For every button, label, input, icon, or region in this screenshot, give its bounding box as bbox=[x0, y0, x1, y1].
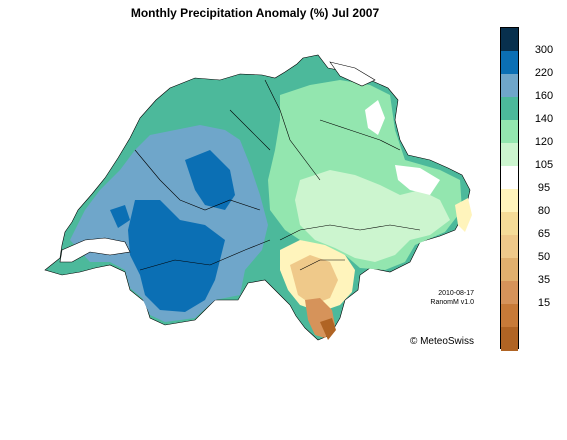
region-105 bbox=[295, 170, 450, 262]
color-legend bbox=[500, 27, 519, 351]
legend-swatch bbox=[501, 28, 518, 52]
legend-label: 220 bbox=[534, 67, 554, 79]
region-220 bbox=[128, 200, 225, 312]
legend-swatch bbox=[501, 97, 518, 121]
legend-swatch bbox=[501, 166, 518, 190]
legend-label: 160 bbox=[534, 90, 554, 102]
map-product: RanomM v1.0 bbox=[430, 299, 474, 306]
legend-label: 15 bbox=[537, 297, 551, 309]
legend-swatch bbox=[501, 189, 518, 213]
legend-label: 105 bbox=[534, 159, 554, 171]
map-title: Monthly Precipitation Anomaly (%) Jul 20… bbox=[130, 6, 380, 20]
map-date: 2010-08-17 bbox=[438, 290, 474, 297]
region-100b bbox=[395, 165, 440, 195]
lake-constance bbox=[329, 61, 376, 87]
region-15 bbox=[320, 318, 336, 340]
legend-label: 300 bbox=[534, 44, 554, 56]
legend-swatch bbox=[501, 235, 518, 259]
legend-label: 95 bbox=[537, 182, 551, 194]
map-credit: © MeteoSwiss bbox=[409, 336, 474, 347]
legend-swatch bbox=[501, 327, 518, 351]
legend-label: 80 bbox=[537, 205, 551, 217]
legend-label: 35 bbox=[537, 274, 551, 286]
region-100 bbox=[365, 100, 385, 135]
legend-swatch bbox=[501, 74, 518, 98]
legend-label: 50 bbox=[537, 251, 551, 263]
legend-label: 65 bbox=[537, 228, 551, 240]
legend-swatch bbox=[501, 120, 518, 144]
legend-swatch bbox=[501, 143, 518, 167]
legend-label: 120 bbox=[534, 136, 554, 148]
region-220b bbox=[185, 150, 235, 210]
switzerland-precipitation-map bbox=[44, 54, 472, 341]
region-65 bbox=[290, 255, 338, 305]
legend-swatch bbox=[501, 212, 518, 236]
canton-boundaries bbox=[134, 79, 421, 271]
lake-geneva bbox=[59, 237, 131, 263]
region-220c bbox=[110, 205, 130, 228]
region-80-east bbox=[455, 198, 472, 232]
legend-swatch bbox=[501, 281, 518, 305]
legend-swatch bbox=[501, 51, 518, 75]
legend-label: 140 bbox=[534, 113, 554, 125]
legend-swatch bbox=[501, 304, 518, 328]
legend-swatch bbox=[501, 258, 518, 282]
